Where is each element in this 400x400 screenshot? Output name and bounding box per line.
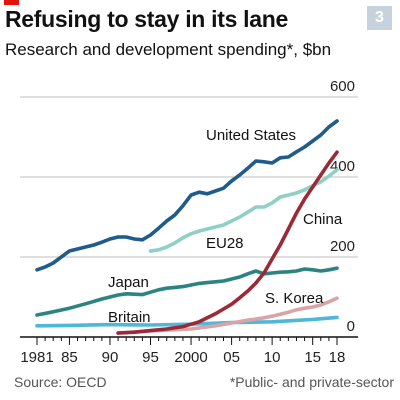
source-note: Source: OECD [14, 374, 107, 390]
x-tick-label: 90 [102, 349, 119, 366]
series-line-s-korea [116, 296, 339, 335]
series-label: Britain [108, 309, 151, 326]
chart-number-badge: 3 [367, 6, 392, 30]
y-tick-label: 600 [330, 78, 355, 95]
x-tick-label: 15 [304, 349, 321, 366]
x-tick-label: 05 [223, 349, 240, 366]
series-line-eu28 [148, 168, 339, 253]
series-line-united-states [35, 119, 339, 272]
series-line-china [116, 150, 339, 335]
series-label: Japan [108, 274, 149, 291]
x-tick-label: 85 [61, 349, 78, 366]
x-tick-label: 2000 [174, 349, 207, 366]
series-label: China [303, 211, 343, 228]
x-tick-label: 95 [142, 349, 159, 366]
y-tick-label: 0 [347, 318, 355, 335]
chart-title: Refusing to stay in its lane [5, 6, 288, 32]
y-tick-label: 200 [330, 238, 355, 255]
x-tick-label: 18 [329, 349, 346, 366]
x-tick-label: 1981 [20, 349, 53, 366]
x-tick-label: 10 [264, 349, 281, 366]
series-label: United States [206, 127, 296, 144]
footnote: *Public- and private-sector [229, 374, 394, 390]
x-axis: 1981 85 90 95 2000 05 10 15 18 [20, 336, 358, 366]
series-label: S. Korea [265, 290, 324, 307]
chart-subtitle: Research and development spending*, $bn [5, 40, 332, 59]
series-line-japan [35, 266, 339, 317]
series-label: EU28 [206, 235, 244, 252]
brand-accent-bar [4, 0, 19, 5]
series-labels: United States EU28 Japan Britain China S. Kor… [108, 127, 343, 326]
grid-lines [20, 96, 358, 258]
plot-lines [35, 119, 339, 335]
